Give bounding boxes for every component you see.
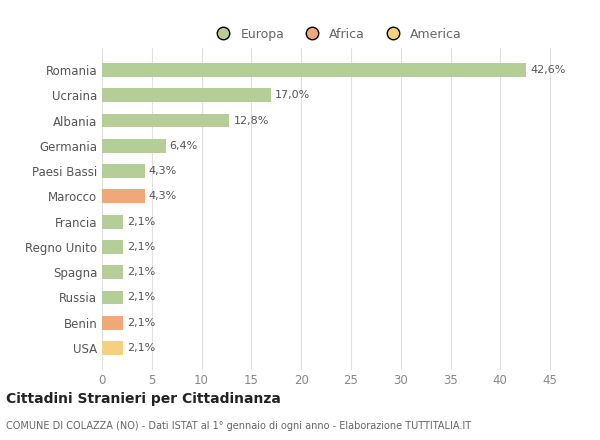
Text: 2,1%: 2,1%	[127, 267, 155, 277]
Legend: Europa, Africa, America: Europa, Africa, America	[205, 22, 467, 45]
Text: 12,8%: 12,8%	[233, 116, 269, 125]
Text: 4,3%: 4,3%	[149, 166, 177, 176]
Text: 2,1%: 2,1%	[127, 318, 155, 328]
Text: 6,4%: 6,4%	[170, 141, 198, 151]
Text: Cittadini Stranieri per Cittadinanza: Cittadini Stranieri per Cittadinanza	[6, 392, 281, 406]
Bar	[102, 88, 271, 102]
Bar	[102, 164, 145, 178]
Bar	[102, 139, 166, 153]
Text: 17,0%: 17,0%	[275, 90, 311, 100]
Bar	[102, 114, 229, 128]
Text: 2,1%: 2,1%	[127, 293, 155, 302]
Bar	[102, 316, 123, 330]
Bar	[102, 265, 123, 279]
Bar	[102, 341, 123, 355]
Bar	[102, 215, 123, 229]
Text: 2,1%: 2,1%	[127, 343, 155, 353]
Bar	[102, 189, 145, 203]
Text: COMUNE DI COLAZZA (NO) - Dati ISTAT al 1° gennaio di ogni anno - Elaborazione TU: COMUNE DI COLAZZA (NO) - Dati ISTAT al 1…	[6, 421, 471, 431]
Text: 2,1%: 2,1%	[127, 242, 155, 252]
Bar	[102, 240, 123, 254]
Bar	[102, 290, 123, 304]
Text: 2,1%: 2,1%	[127, 216, 155, 227]
Bar	[102, 63, 526, 77]
Text: 42,6%: 42,6%	[530, 65, 566, 75]
Text: 4,3%: 4,3%	[149, 191, 177, 202]
